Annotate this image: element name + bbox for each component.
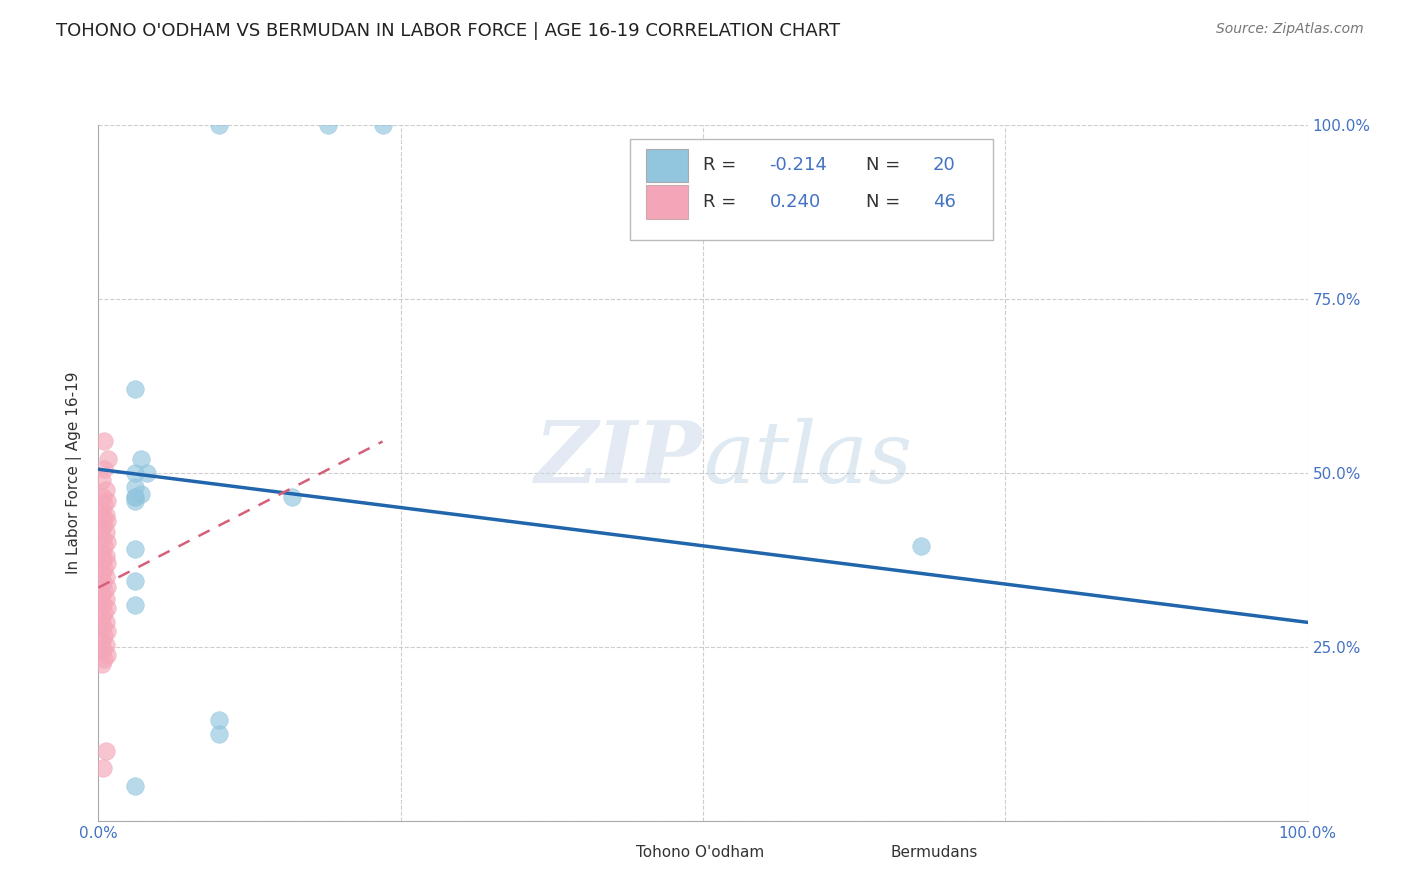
Point bbox=[93, 539, 115, 553]
Point bbox=[93, 497, 115, 511]
Point bbox=[91, 490, 114, 504]
Point bbox=[93, 629, 115, 643]
Point bbox=[124, 779, 146, 793]
Point bbox=[91, 643, 114, 657]
Point bbox=[96, 515, 118, 529]
Point bbox=[93, 517, 115, 532]
Point bbox=[96, 493, 118, 508]
Text: N =: N = bbox=[866, 156, 907, 174]
Point bbox=[91, 532, 114, 546]
Text: 46: 46 bbox=[932, 193, 956, 211]
Point bbox=[94, 592, 117, 607]
FancyBboxPatch shape bbox=[855, 839, 880, 866]
Point bbox=[281, 490, 304, 504]
Point bbox=[910, 539, 932, 553]
Point bbox=[93, 462, 115, 476]
Point bbox=[91, 634, 114, 648]
Point bbox=[129, 486, 152, 500]
Point bbox=[94, 483, 117, 498]
Point bbox=[124, 480, 146, 494]
Point bbox=[91, 597, 114, 611]
Text: Bermudans: Bermudans bbox=[890, 845, 977, 860]
Point bbox=[93, 584, 115, 599]
Point bbox=[208, 713, 231, 727]
Point bbox=[91, 521, 114, 535]
Point bbox=[96, 601, 118, 615]
Point bbox=[91, 619, 114, 633]
Point bbox=[124, 574, 146, 588]
Point bbox=[91, 546, 114, 560]
Point bbox=[96, 556, 118, 570]
Point bbox=[316, 118, 339, 132]
Point bbox=[94, 524, 117, 539]
Point bbox=[124, 466, 146, 480]
Point bbox=[208, 118, 231, 132]
Point bbox=[94, 549, 117, 564]
Point bbox=[91, 566, 114, 580]
Point bbox=[371, 118, 394, 132]
Text: R =: R = bbox=[703, 156, 742, 174]
Point bbox=[124, 542, 146, 557]
Text: ZIP: ZIP bbox=[536, 417, 703, 500]
Point bbox=[91, 587, 114, 601]
Point bbox=[93, 434, 115, 449]
Point bbox=[94, 638, 117, 652]
Point bbox=[124, 490, 146, 504]
Text: 0.240: 0.240 bbox=[769, 193, 821, 211]
Point bbox=[96, 648, 118, 662]
Point bbox=[94, 570, 117, 584]
Point bbox=[96, 624, 118, 639]
Text: N =: N = bbox=[866, 193, 907, 211]
Point bbox=[96, 580, 118, 594]
Point bbox=[208, 726, 231, 740]
Point bbox=[93, 607, 115, 621]
Y-axis label: In Labor Force | Age 16-19: In Labor Force | Age 16-19 bbox=[66, 371, 83, 574]
Point bbox=[124, 490, 146, 504]
Point bbox=[91, 552, 114, 567]
Point bbox=[124, 382, 146, 396]
Point bbox=[91, 761, 114, 775]
Text: atlas: atlas bbox=[703, 417, 912, 500]
Point bbox=[124, 598, 146, 612]
Text: TOHONO O'ODHAM VS BERMUDAN IN LABOR FORCE | AGE 16-19 CORRELATION CHART: TOHONO O'ODHAM VS BERMUDAN IN LABOR FORC… bbox=[56, 22, 841, 40]
Point bbox=[91, 473, 114, 487]
FancyBboxPatch shape bbox=[600, 839, 627, 866]
Point bbox=[129, 451, 152, 466]
Point bbox=[94, 744, 117, 758]
Point bbox=[91, 574, 114, 589]
Point bbox=[124, 493, 146, 508]
Point bbox=[93, 652, 115, 666]
FancyBboxPatch shape bbox=[647, 186, 689, 219]
Point bbox=[94, 615, 117, 629]
Text: Source: ZipAtlas.com: Source: ZipAtlas.com bbox=[1216, 22, 1364, 37]
Point bbox=[94, 508, 117, 522]
Text: Tohono O'odham: Tohono O'odham bbox=[637, 845, 765, 860]
Point bbox=[97, 451, 120, 466]
Text: 20: 20 bbox=[932, 156, 956, 174]
Point bbox=[91, 511, 114, 525]
Point bbox=[91, 504, 114, 518]
Point bbox=[93, 562, 115, 576]
Point bbox=[135, 466, 157, 480]
Point bbox=[91, 610, 114, 624]
FancyBboxPatch shape bbox=[647, 149, 689, 182]
Point bbox=[96, 535, 118, 549]
Point bbox=[91, 657, 114, 671]
Text: -0.214: -0.214 bbox=[769, 156, 827, 174]
FancyBboxPatch shape bbox=[630, 139, 993, 240]
Text: R =: R = bbox=[703, 193, 742, 211]
